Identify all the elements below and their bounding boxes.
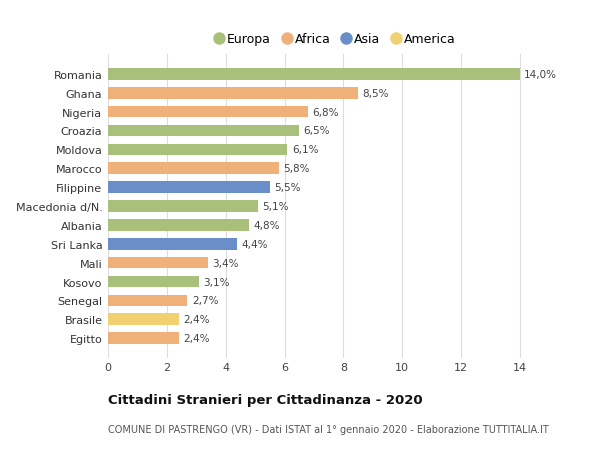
Bar — [108, 201, 258, 213]
Text: 2,4%: 2,4% — [183, 314, 209, 325]
Text: 2,7%: 2,7% — [192, 296, 218, 306]
Text: 5,8%: 5,8% — [283, 164, 310, 174]
Bar — [108, 182, 270, 194]
Text: 4,8%: 4,8% — [254, 220, 280, 230]
Bar — [108, 144, 287, 156]
Text: 6,1%: 6,1% — [292, 145, 319, 155]
Bar — [108, 88, 358, 99]
Text: 4,4%: 4,4% — [242, 239, 268, 249]
Text: COMUNE DI PASTRENGO (VR) - Dati ISTAT al 1° gennaio 2020 - Elaborazione TUTTITAL: COMUNE DI PASTRENGO (VR) - Dati ISTAT al… — [108, 424, 549, 434]
Text: 2,4%: 2,4% — [183, 333, 209, 343]
Bar — [108, 238, 238, 250]
Bar — [108, 163, 278, 175]
Bar — [108, 219, 249, 231]
Text: 5,1%: 5,1% — [262, 202, 289, 212]
Text: Cittadini Stranieri per Cittadinanza - 2020: Cittadini Stranieri per Cittadinanza - 2… — [108, 393, 422, 406]
Text: 3,1%: 3,1% — [203, 277, 230, 287]
Bar — [108, 106, 308, 118]
Legend: Europa, Africa, Asia, America: Europa, Africa, Asia, America — [211, 28, 461, 51]
Bar — [108, 295, 187, 307]
Text: 14,0%: 14,0% — [524, 70, 557, 80]
Bar — [108, 257, 208, 269]
Text: 3,4%: 3,4% — [212, 258, 239, 268]
Bar — [108, 125, 299, 137]
Text: 6,8%: 6,8% — [313, 107, 339, 118]
Bar — [108, 333, 179, 344]
Bar — [108, 314, 179, 325]
Text: 5,5%: 5,5% — [274, 183, 301, 193]
Bar — [108, 276, 199, 288]
Bar — [108, 69, 520, 80]
Text: 6,5%: 6,5% — [304, 126, 330, 136]
Text: 8,5%: 8,5% — [362, 89, 389, 99]
